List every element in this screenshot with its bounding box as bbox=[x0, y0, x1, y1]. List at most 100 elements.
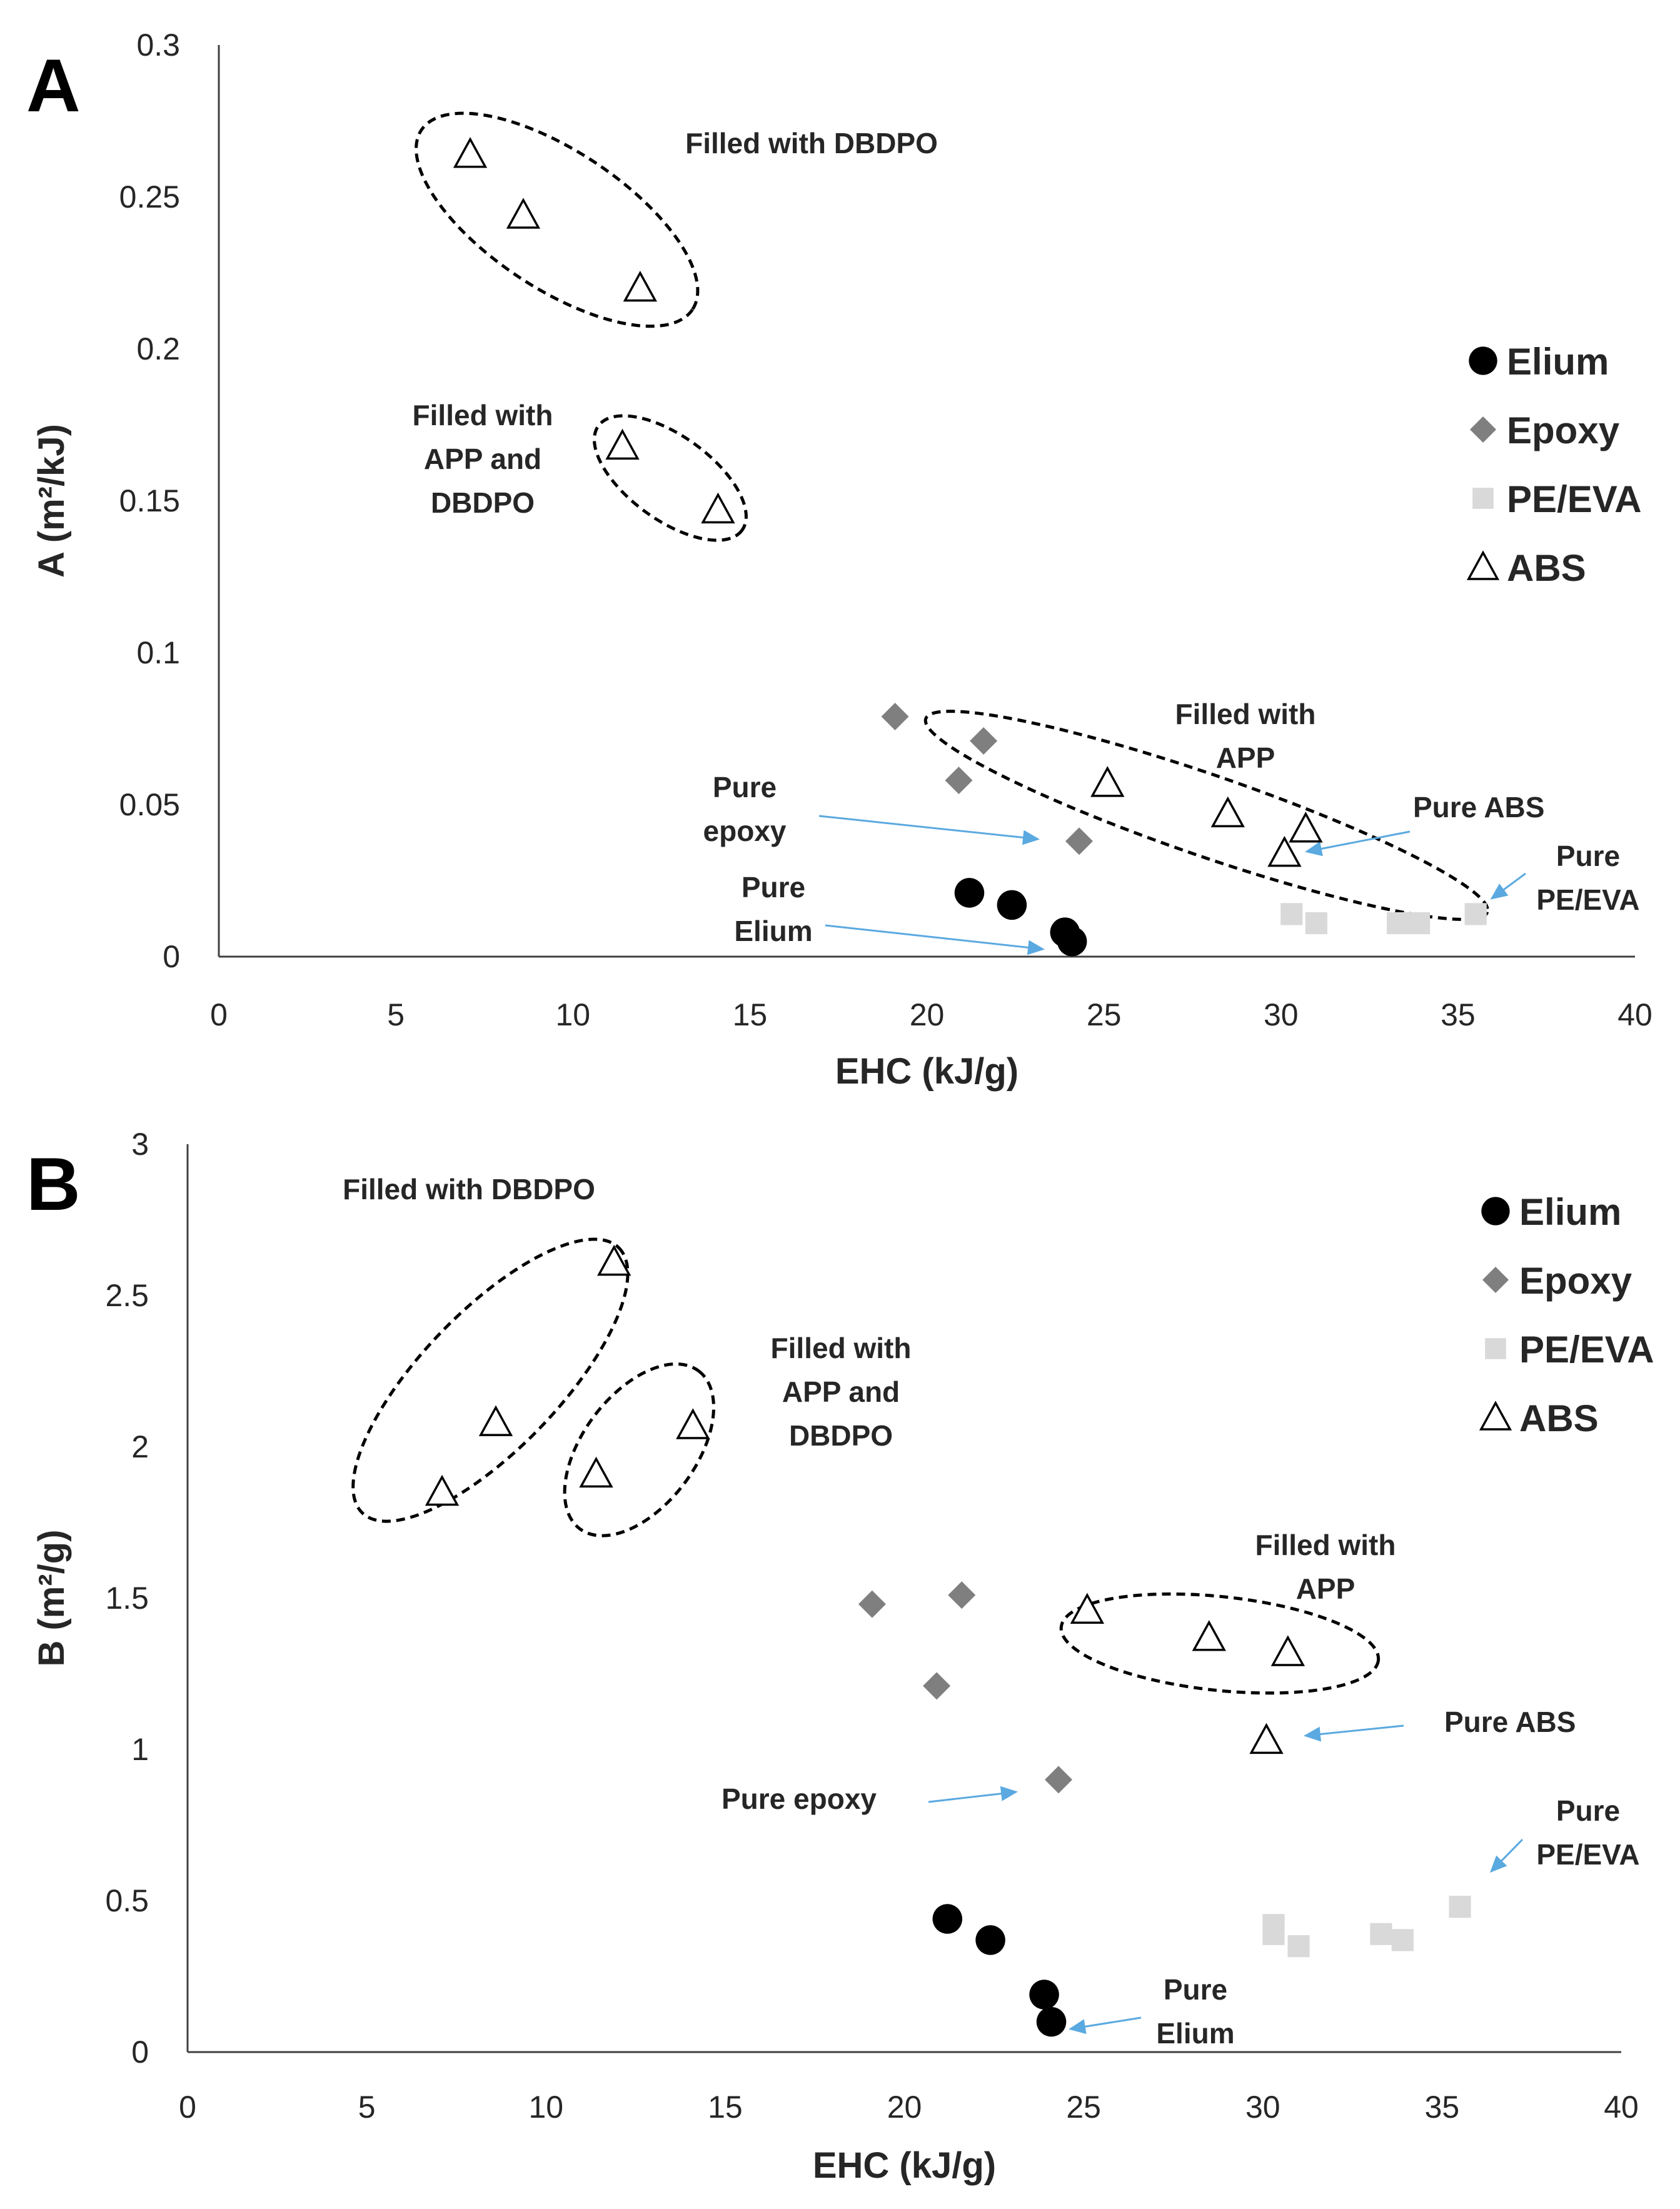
annotation: Pure ABS bbox=[1444, 1706, 1576, 1738]
legend-marker bbox=[1479, 1401, 1512, 1431]
y-tick-label: 2.5 bbox=[105, 1278, 149, 1313]
data-point bbox=[1249, 1723, 1284, 1754]
data-point bbox=[1270, 1635, 1305, 1666]
x-tick-label: 10 bbox=[528, 2090, 563, 2125]
data-point bbox=[1036, 2006, 1067, 2037]
data-point bbox=[1267, 835, 1302, 867]
annotation: Filled with APP and DBDPO bbox=[771, 1332, 912, 1452]
series-pe-eva bbox=[1280, 903, 1487, 935]
x-tick-label: 35 bbox=[1441, 997, 1476, 1032]
annotation: Pure PE/EVA bbox=[1536, 1794, 1639, 1871]
x-tick-label: 35 bbox=[1425, 2090, 1460, 2125]
data-point bbox=[858, 1590, 886, 1618]
annotation: Filled with APP and DBDPO bbox=[413, 399, 553, 519]
legend-marker bbox=[1466, 550, 1500, 580]
annotation-line: DBDPO bbox=[431, 486, 535, 519]
y-tick-label: 0.05 bbox=[119, 787, 180, 822]
annotation-arrow bbox=[818, 815, 1040, 845]
annotation-line: Filled with bbox=[413, 399, 553, 431]
data-point bbox=[1287, 1935, 1310, 1958]
data-point bbox=[1289, 812, 1323, 843]
y-tick-label: 2 bbox=[131, 1429, 149, 1464]
annotation: Pure PE/EVA bbox=[1536, 840, 1639, 916]
data-point bbox=[1280, 903, 1303, 925]
data-point bbox=[1070, 1593, 1105, 1624]
series-epoxy bbox=[858, 1581, 1072, 1794]
legend-label: Elium bbox=[1507, 341, 1609, 383]
y-tick-label: 3 bbox=[131, 1127, 149, 1162]
data-point bbox=[676, 1408, 710, 1439]
data-point bbox=[1387, 912, 1409, 935]
x-tick-label: 5 bbox=[387, 997, 405, 1032]
series-elium bbox=[954, 878, 1087, 957]
annotation-arrow bbox=[1305, 830, 1411, 857]
annotation-line: APP and bbox=[782, 1376, 900, 1408]
x-tick-labels: 0 5 10 15 20 25 30 35 40 bbox=[179, 2090, 1639, 2125]
x-tick-labels: 0 5 10 15 20 25 30 35 40 bbox=[210, 997, 1652, 1032]
data-point bbox=[1090, 766, 1125, 797]
group-ellipse bbox=[563, 1362, 715, 1537]
y-tick-label: 0.3 bbox=[136, 28, 180, 63]
data-point bbox=[605, 428, 640, 460]
annotation-line: Pure bbox=[1556, 840, 1620, 872]
annotation-line: Pure bbox=[1556, 1794, 1620, 1827]
annotation-line: epoxy bbox=[703, 815, 787, 847]
y-axis-label: A (m²/kJ) bbox=[31, 424, 72, 578]
group-ellipse bbox=[923, 710, 1489, 921]
y-tick-label: 0.5 bbox=[105, 1883, 149, 1918]
series-elium bbox=[932, 1904, 1067, 2037]
data-point bbox=[597, 1244, 631, 1276]
annotation-line: Pure bbox=[742, 871, 805, 903]
annotation-line: APP and bbox=[424, 443, 541, 475]
data-point bbox=[954, 878, 985, 908]
x-tick-label: 0 bbox=[210, 997, 228, 1032]
data-point bbox=[1029, 1980, 1059, 2010]
legend: Elium Epoxy PE/EVA ABS bbox=[1479, 1191, 1654, 1439]
group-ellipse bbox=[415, 111, 700, 328]
annotation-line: PE/EVA bbox=[1536, 1838, 1639, 1871]
legend-marker bbox=[1485, 1338, 1506, 1359]
legend-label: ABS bbox=[1507, 547, 1586, 589]
annotation: Pure Elium bbox=[1156, 1973, 1234, 2050]
annotation-arrow bbox=[1490, 872, 1526, 900]
annotation-arrow bbox=[1489, 1838, 1524, 1873]
x-tick-label: 15 bbox=[708, 2090, 743, 2125]
y-tick-label: 1 bbox=[131, 1732, 149, 1767]
x-tick-label: 0 bbox=[179, 2090, 196, 2125]
annotation-line: Pure ABS bbox=[1413, 791, 1544, 823]
annotation: Filled with APP bbox=[1175, 698, 1316, 774]
data-point bbox=[1210, 796, 1245, 828]
legend: Elium Epoxy PE/EVA ABS bbox=[1466, 341, 1642, 589]
x-axis-label: EHC (kJ/g) bbox=[813, 2145, 996, 2186]
annotation: Pure ABS bbox=[1413, 791, 1544, 823]
annotation-arrow bbox=[1304, 1724, 1404, 1742]
legend-marker bbox=[1469, 346, 1497, 375]
y-tick-label: 0.2 bbox=[136, 331, 180, 366]
data-point bbox=[1449, 1896, 1471, 1918]
annotation: Pure epoxy bbox=[722, 1783, 877, 1815]
data-point bbox=[1065, 827, 1093, 855]
annotation-line: Filled with DBDPO bbox=[343, 1173, 595, 1205]
panel-label: B bbox=[26, 1142, 81, 1226]
annotation-line: DBDPO bbox=[789, 1419, 893, 1452]
panel-label: A bbox=[26, 44, 81, 128]
data-point bbox=[1044, 1766, 1072, 1794]
annotation-line: Filled with bbox=[1175, 698, 1316, 730]
annotation-line: APP bbox=[1296, 1572, 1356, 1605]
annotation-line: APP bbox=[1216, 742, 1275, 774]
data-point bbox=[623, 270, 657, 302]
data-point bbox=[881, 703, 909, 731]
annotation-arrow bbox=[825, 924, 1045, 955]
data-point bbox=[1192, 1620, 1226, 1651]
legend-label: ABS bbox=[1519, 1397, 1599, 1439]
annotation: Pure epoxy bbox=[703, 771, 787, 847]
y-tick-label: 0 bbox=[163, 939, 180, 974]
y-tick-labels: 0 0.05 0.1 0.15 0.2 0.25 0.3 bbox=[119, 28, 180, 974]
x-tick-label: 25 bbox=[1087, 997, 1122, 1032]
x-tick-label: 30 bbox=[1264, 997, 1299, 1032]
series-abs bbox=[425, 1244, 1305, 1754]
data-point bbox=[948, 1581, 976, 1609]
y-tick-label: 0.25 bbox=[119, 179, 180, 214]
data-point bbox=[1305, 912, 1327, 935]
data-point bbox=[932, 1904, 963, 1934]
